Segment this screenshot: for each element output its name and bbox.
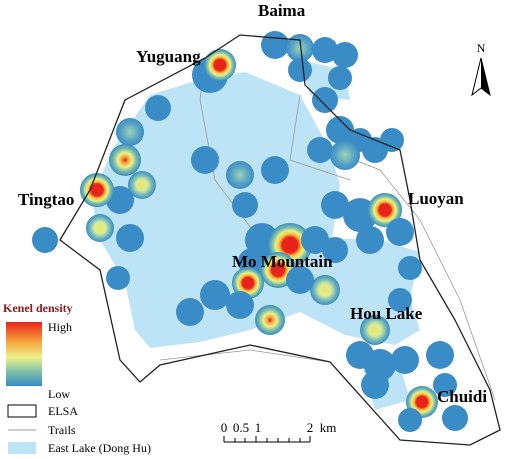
legend-swatch bbox=[8, 442, 36, 454]
density-spot bbox=[310, 275, 340, 305]
density-spot bbox=[204, 49, 236, 81]
density-spot bbox=[398, 256, 422, 280]
density-spot bbox=[328, 66, 352, 90]
density-spot bbox=[360, 315, 390, 345]
density-spot bbox=[386, 218, 414, 246]
density-spot bbox=[332, 42, 358, 68]
density-spot bbox=[286, 266, 314, 294]
legend-item: Trails bbox=[48, 423, 76, 437]
density-spot bbox=[226, 291, 254, 319]
density-spot bbox=[116, 224, 144, 252]
density-surface bbox=[32, 31, 468, 432]
density-spot bbox=[312, 37, 338, 63]
density-spot bbox=[301, 226, 329, 254]
scale-label: 1 bbox=[255, 420, 262, 435]
density-spot bbox=[312, 87, 338, 113]
place-label: Luoyan bbox=[408, 189, 464, 208]
place-label: Baima bbox=[258, 1, 306, 20]
legend-high: High bbox=[48, 320, 72, 334]
density-spot bbox=[426, 341, 454, 369]
density-spot bbox=[288, 58, 312, 82]
density-spot bbox=[145, 95, 171, 121]
density-spot bbox=[321, 191, 349, 219]
north-arrow: N bbox=[471, 41, 491, 97]
density-spot bbox=[176, 298, 204, 326]
density-spot bbox=[80, 173, 114, 207]
density-spot bbox=[388, 288, 412, 312]
density-spot bbox=[106, 266, 130, 290]
density-spot bbox=[356, 226, 384, 254]
density-spot bbox=[391, 346, 419, 374]
density-spot bbox=[191, 146, 219, 174]
density-spot bbox=[398, 408, 422, 432]
density-spot bbox=[128, 171, 156, 199]
density-spot bbox=[307, 137, 333, 163]
density-spot bbox=[32, 227, 58, 253]
scale-bar bbox=[223, 436, 311, 443]
legend-title: Kenel density bbox=[3, 301, 73, 315]
scale-label: km bbox=[320, 420, 337, 435]
legend-item: East Lake (Dong Hu) bbox=[48, 441, 151, 455]
density-spot bbox=[200, 280, 230, 310]
place-labels: Baima Yuguang Tingtao Luoyan Mo Mountain… bbox=[18, 1, 487, 406]
place-label: Tingtao bbox=[18, 190, 74, 209]
scale-label: 0.5 bbox=[233, 420, 249, 435]
density-spot bbox=[322, 237, 348, 263]
density-spot bbox=[286, 34, 314, 62]
legend-item: ELSA bbox=[48, 404, 78, 418]
place-label: Yuguang bbox=[136, 47, 201, 66]
density-spot bbox=[232, 192, 258, 218]
density-spot bbox=[442, 405, 468, 431]
density-spot bbox=[255, 305, 285, 335]
place-label: Hou Lake bbox=[350, 304, 423, 323]
density-spot bbox=[116, 118, 144, 146]
density-spot bbox=[368, 193, 402, 227]
place-label: Chuidi bbox=[437, 387, 487, 406]
elsa-boundary bbox=[59, 34, 501, 446]
scale-label: 0 bbox=[221, 420, 228, 435]
place-label: Mo Mountain bbox=[232, 252, 333, 271]
density-spot bbox=[326, 116, 354, 144]
legend-swatch bbox=[7, 404, 37, 418]
density-spot bbox=[86, 214, 114, 242]
density-spot bbox=[261, 31, 289, 59]
density-spot bbox=[109, 144, 141, 176]
density-spot bbox=[361, 371, 389, 399]
density-spot bbox=[330, 140, 360, 170]
legend-ramp bbox=[6, 322, 42, 386]
density-spot bbox=[433, 373, 457, 397]
density-spot bbox=[380, 128, 404, 152]
scale-label: 2 bbox=[307, 420, 314, 435]
density-spot bbox=[226, 161, 254, 189]
legend: Kenel density High Low ELSA Trails East … bbox=[3, 301, 151, 455]
legend-low: Low bbox=[48, 387, 70, 401]
north-label: N bbox=[477, 41, 486, 55]
density-spot bbox=[261, 156, 289, 184]
